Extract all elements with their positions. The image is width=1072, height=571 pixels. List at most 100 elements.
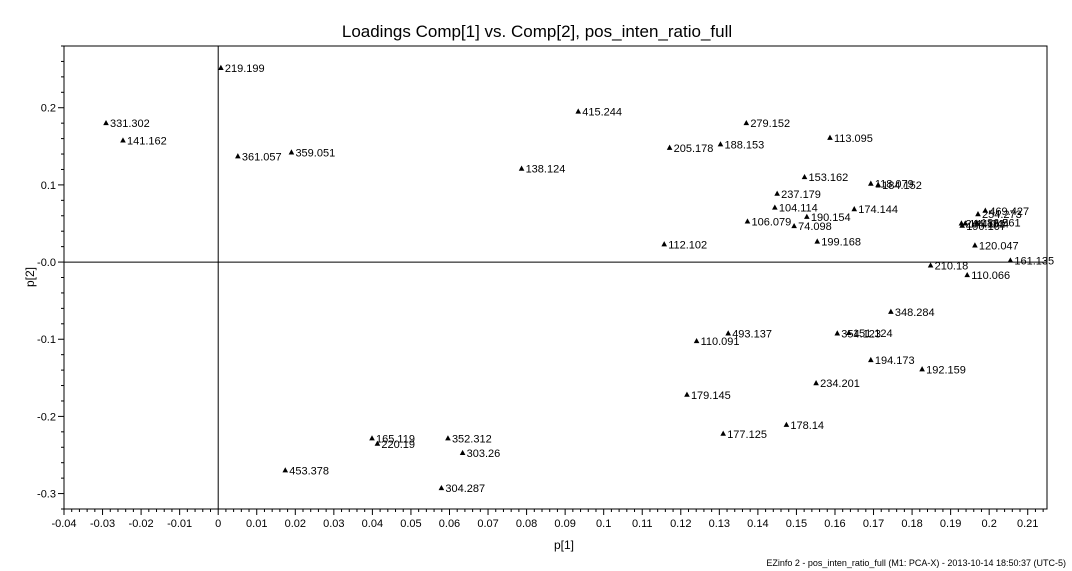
data-point-marker	[868, 356, 874, 363]
footer-caption: EZinfo 2 - pos_inten_ratio_full (M1: PCA…	[766, 558, 1066, 568]
data-point-label: 453.378	[289, 465, 329, 477]
data-point-marker	[851, 206, 858, 212]
data-point-marker	[374, 440, 381, 446]
data-point-label: 188.153	[724, 139, 764, 151]
data-point-label: 110.091	[701, 336, 740, 348]
data-point-label: 244.181	[965, 218, 1005, 230]
data-point-label: 104.114	[779, 203, 818, 215]
data-point-label: 205.178	[674, 143, 714, 155]
data-point-label: 469.427	[989, 206, 1029, 218]
data-point-marker	[772, 204, 778, 210]
x-tick-label: 0.15	[786, 518, 807, 530]
x-tick-label: 0.04	[362, 518, 383, 530]
y-tick-label: 0.2	[41, 103, 56, 115]
y-tick-label: -0.0	[37, 257, 56, 269]
data-point-marker	[834, 330, 841, 336]
data-point-label: 174.144	[858, 204, 898, 216]
y-axis-title: p[2]	[23, 267, 37, 287]
x-tick-label: 0.06	[439, 518, 460, 530]
data-point-marker	[783, 421, 790, 427]
x-tick-label: 0.08	[516, 518, 537, 530]
data-point-label: 74.098	[798, 221, 832, 233]
data-point-label: 151.124	[853, 328, 893, 340]
data-point-marker	[720, 430, 726, 436]
y-tick-label: 0.1	[41, 180, 56, 192]
x-tick-label: 0.1	[596, 518, 611, 530]
data-point-marker	[744, 218, 751, 224]
data-points: 219.199 331.302 141.162 361.057 359.051 138.1…	[103, 63, 1054, 495]
data-point-marker	[575, 108, 582, 114]
data-point-marker	[774, 190, 780, 196]
x-tick-label: 0.14	[747, 518, 768, 530]
data-point-label: 210.18	[935, 261, 969, 273]
data-point-marker	[684, 391, 690, 397]
data-point-marker	[693, 337, 700, 344]
data-point-label: 178.14	[790, 420, 824, 432]
x-tick-label: 0.17	[863, 518, 884, 530]
data-point-label: 354.123	[841, 328, 881, 340]
data-point-marker	[959, 222, 965, 228]
x-tick-label: -0.04	[51, 518, 76, 530]
data-point-label: 352.312	[452, 433, 492, 445]
data-point-marker	[875, 181, 881, 187]
data-point-label: 106.079	[751, 217, 791, 229]
x-tick-label: -0.03	[90, 518, 115, 530]
plot-frame	[63, 45, 1048, 510]
data-point-label: 192.159	[926, 364, 966, 376]
y-tick-label: -0.2	[37, 411, 56, 423]
data-point-label: 120.047	[979, 240, 1019, 252]
data-point-marker	[804, 213, 810, 219]
data-point-label: 179.145	[691, 390, 731, 402]
data-point-marker	[438, 484, 445, 491]
x-tick-label: 0.16	[824, 518, 845, 530]
y-axis-ticks: -0.3 -0.2 -0.1 -0.0 0.1 0.2	[37, 45, 64, 510]
data-point-label: 144.044	[969, 218, 1009, 230]
data-point-marker	[846, 329, 852, 336]
data-point-label: 177.125	[727, 429, 767, 441]
data-point-label: 234.201	[820, 378, 860, 390]
data-point-marker	[1007, 257, 1014, 263]
data-point-label: 220.19	[381, 439, 415, 451]
data-point-label: 493.137	[732, 328, 772, 340]
data-point-label: 348.284	[895, 307, 935, 319]
x-tick-label: 0.03	[323, 518, 344, 530]
x-tick-label: 0.11	[632, 518, 653, 530]
data-point-marker	[459, 449, 466, 456]
data-point-label: 304.287	[445, 483, 485, 495]
data-point-label: 153.162	[809, 172, 849, 184]
data-point-label: 219.199	[225, 63, 265, 75]
data-point-label: 184.152	[882, 180, 922, 192]
x-tick-label: 0.05	[400, 518, 421, 530]
x-tick-label: 0.2	[982, 518, 997, 530]
data-point-marker	[120, 137, 126, 143]
data-point-marker	[235, 153, 241, 159]
data-point-marker	[717, 141, 724, 147]
data-point-marker	[982, 207, 989, 213]
data-point-marker	[743, 119, 750, 126]
x-tick-label: 0	[215, 518, 221, 530]
data-point-label: 237.179	[781, 189, 821, 201]
data-point-marker	[518, 165, 525, 171]
data-point-label: 194.173	[875, 355, 915, 367]
data-point-marker	[282, 467, 289, 473]
data-point-marker	[103, 119, 109, 126]
data-point-label: 361.057	[242, 151, 282, 163]
data-point-marker	[919, 366, 925, 372]
data-point-marker	[445, 435, 451, 441]
data-point-marker	[888, 308, 894, 314]
x-tick-label: 0.02	[285, 518, 306, 530]
data-point-label: 161.135	[1014, 256, 1054, 268]
x-tick-label: 0.18	[901, 518, 922, 530]
data-point-marker	[927, 262, 934, 268]
data-point-marker	[218, 64, 224, 70]
data-point-label: 331.302	[110, 118, 150, 130]
data-point-marker	[814, 238, 821, 244]
data-point-marker	[661, 241, 668, 247]
x-tick-label: 0.07	[477, 518, 498, 530]
data-point-label: 113.095	[834, 133, 873, 145]
y-tick-label: -0.1	[37, 334, 56, 346]
data-point-marker	[288, 149, 295, 155]
data-point-marker	[827, 134, 833, 140]
data-point-label: 138.124	[526, 164, 566, 176]
x-tick-label: 0.13	[709, 518, 730, 530]
